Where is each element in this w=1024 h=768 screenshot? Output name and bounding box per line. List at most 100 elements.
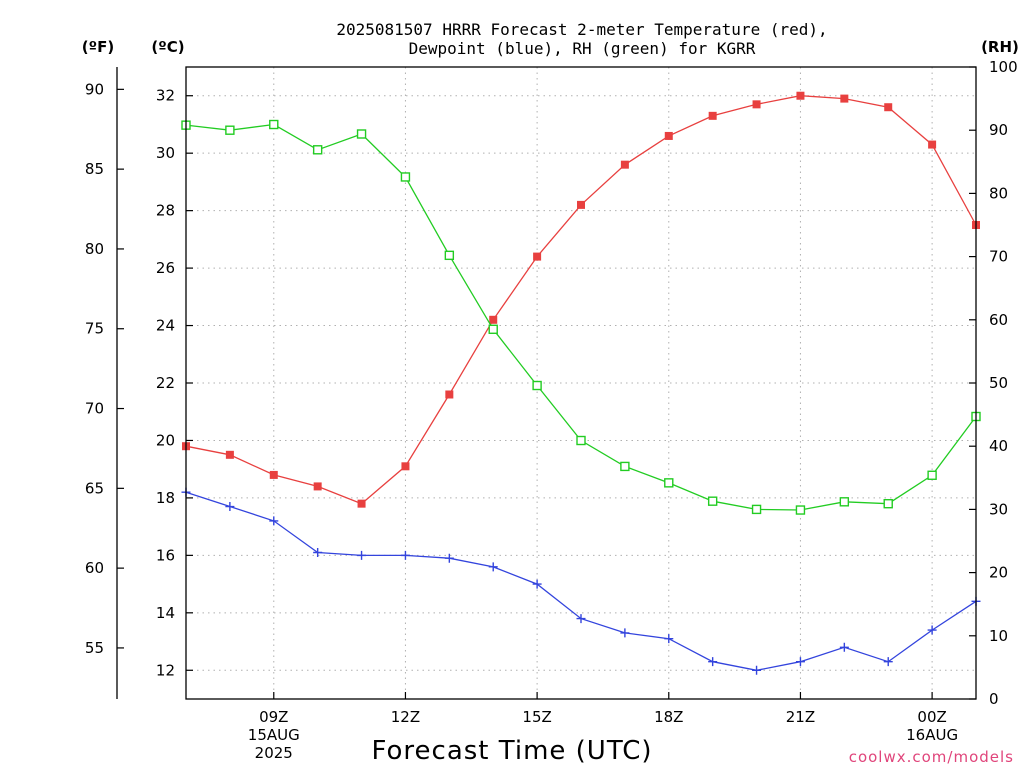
- rh-point: [312, 145, 323, 155]
- dewpoint-point: [839, 642, 849, 652]
- celsius-tick-label: 32: [156, 87, 175, 105]
- series-temperature: [182, 91, 980, 508]
- axis-layer: 12 14 16 18 20 22 24 26 28 30 32 55 60 65 70 75 80 85 90 0 1…: [85, 58, 1018, 762]
- rh-point: [795, 505, 806, 515]
- x-tick-label: 15AUG: [248, 726, 300, 744]
- celsius-tick-label: 24: [156, 317, 175, 335]
- grid-layer: [186, 67, 976, 699]
- fahrenheit-tick-label: 60: [85, 559, 104, 577]
- rh-tick-label: 50: [989, 374, 1008, 392]
- rh-point: [225, 125, 235, 135]
- celsius-tick-label: 30: [156, 144, 175, 162]
- celsius-tick-label: 20: [156, 431, 175, 449]
- fahrenheit-tick-label: 80: [85, 240, 104, 258]
- rh-unit-label: (RH): [981, 38, 1019, 56]
- celsius-tick-label: 16: [156, 546, 175, 564]
- x-tick-label: 18Z: [654, 708, 683, 726]
- celsius-tick-label: 18: [156, 489, 175, 507]
- rh-tick-label: 80: [989, 184, 1008, 202]
- rh-tick-label: 40: [989, 437, 1008, 455]
- x-tick-label: 16AUG: [906, 726, 958, 744]
- rh-point: [883, 499, 893, 509]
- temperature-point: [313, 482, 322, 491]
- dewpoint-point: [708, 657, 718, 667]
- rh-point: [576, 435, 586, 446]
- dewpoint-point: [488, 562, 498, 572]
- temperature-point: [928, 140, 937, 149]
- rh-tick-label: 20: [989, 564, 1008, 582]
- rh-point: [488, 324, 498, 334]
- dewpoint-point: [225, 502, 235, 512]
- rh-point: [707, 496, 718, 506]
- x-tick-label: 12Z: [391, 708, 420, 726]
- rh-tick-label: 100: [989, 58, 1018, 76]
- fahrenheit-tick-label: 70: [85, 400, 104, 418]
- rh-point: [269, 119, 279, 130]
- temperature-point: [357, 499, 366, 508]
- dewpoint-point: [357, 550, 367, 560]
- celsius-tick-label: 22: [156, 374, 175, 392]
- dewpoint-point: [313, 547, 323, 557]
- rh-point: [444, 250, 455, 261]
- temperature-point: [533, 252, 542, 261]
- title-line-2: Dewpoint (blue), RH (green) for KGRR: [409, 39, 756, 58]
- rh-point: [620, 461, 630, 472]
- title: 2025081507 HRRR Forecast 2-meter Tempera…: [336, 20, 827, 58]
- celsius-tick-label: 28: [156, 202, 175, 220]
- dewpoint-point: [444, 553, 454, 563]
- temperature-point: [577, 200, 585, 209]
- dewpoint-point: [269, 516, 279, 526]
- series-line-dewpoint: [185, 491, 977, 671]
- rh-tick-label: 60: [989, 311, 1008, 329]
- celsius-tick-label: 26: [156, 259, 175, 277]
- celsius-tick-label: 12: [156, 661, 175, 679]
- temperature-point: [401, 462, 410, 471]
- dewpoint-point: [620, 628, 630, 638]
- rh-point: [356, 129, 367, 139]
- x-tick-label: 00Z: [917, 708, 946, 726]
- temperature-point: [445, 390, 454, 399]
- x-tick-label: 2025: [255, 744, 293, 762]
- fahrenheit-tick-label: 90: [85, 80, 104, 98]
- x-axis-title: Forecast Time (UTC): [371, 736, 652, 766]
- rh-point: [751, 504, 762, 515]
- series-dewpoint: [181, 487, 981, 675]
- dewpoint-point: [664, 634, 674, 644]
- fahrenheit-tick-label: 55: [85, 639, 104, 657]
- temperature-point: [884, 103, 893, 112]
- celsius-tick-label: 14: [156, 604, 175, 622]
- celsius-unit-label: (ºC): [151, 38, 184, 56]
- series-line-rh: [185, 123, 977, 511]
- fahrenheit-tick-label: 75: [85, 320, 104, 338]
- credit-text: coolwx.com/models: [849, 748, 1014, 766]
- temperature-point: [620, 160, 629, 169]
- dewpoint-point: [927, 625, 937, 635]
- temperature-point: [840, 94, 849, 103]
- rh-tick-label: 10: [989, 627, 1008, 645]
- dewpoint-point: [576, 614, 586, 624]
- dewpoint-point: [795, 657, 805, 667]
- temperature-point: [489, 315, 498, 324]
- dewpoint-point: [752, 665, 762, 675]
- rh-point: [839, 497, 850, 507]
- rh-point: [532, 380, 542, 391]
- dewpoint-point: [883, 657, 893, 667]
- series-layer: [181, 91, 981, 675]
- temperature-point: [796, 91, 805, 100]
- rh-point: [400, 172, 411, 182]
- dewpoint-point: [532, 579, 542, 589]
- temperature-point: [752, 100, 761, 109]
- rh-tick-label: 30: [989, 500, 1008, 518]
- rh-point: [664, 478, 674, 488]
- temperature-point: [225, 450, 234, 459]
- rh-point: [927, 470, 937, 480]
- dewpoint-point: [400, 550, 410, 560]
- fahrenheit-tick-label: 85: [85, 160, 104, 178]
- rh-tick-label: 90: [989, 121, 1008, 139]
- series-rh: [181, 119, 981, 515]
- temperature-point: [708, 111, 717, 120]
- rh-tick-label: 0: [989, 690, 999, 708]
- title-line-1: 2025081507 HRRR Forecast 2-meter Tempera…: [336, 20, 827, 39]
- x-tick-label: 09Z: [259, 708, 288, 726]
